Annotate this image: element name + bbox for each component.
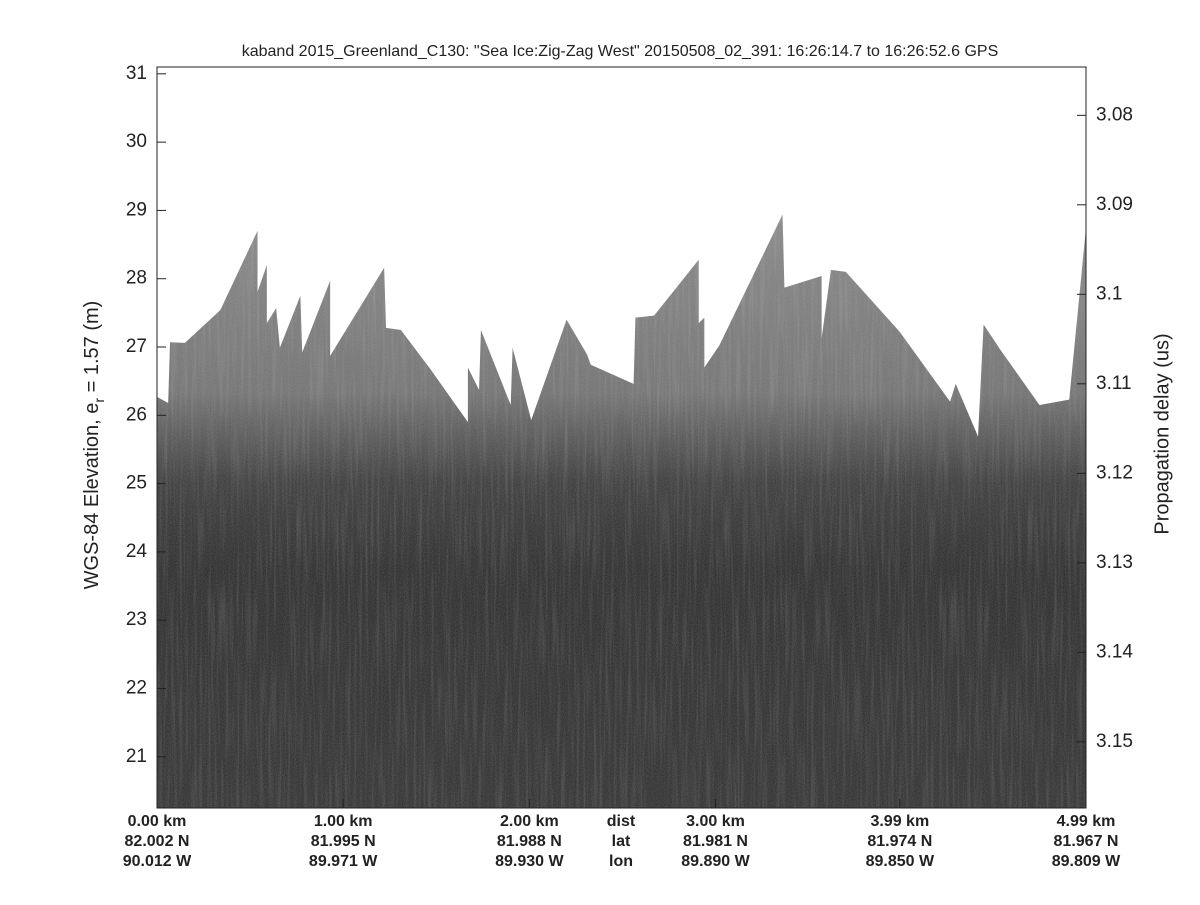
y-tick-label: 28	[126, 268, 147, 289]
lon-label: 89.890 W	[681, 853, 750, 870]
y2-tick-label: 3.15	[1096, 731, 1133, 752]
plot-frame	[156, 66, 1087, 809]
y-tick-label: 27	[126, 336, 147, 357]
lon-label: 89.971 W	[309, 853, 378, 870]
y-tick-label: 25	[126, 473, 147, 494]
row-label: dist	[607, 813, 636, 830]
y-tick-label: 24	[126, 541, 148, 562]
lat-label: 81.981 N	[683, 833, 748, 850]
y2-axis-label: Propagation delay (us)	[1151, 333, 1173, 534]
y2-tick-label: 3.09	[1096, 194, 1133, 215]
lon-label: 89.809 W	[1052, 853, 1121, 870]
y-tick-label: 21	[126, 746, 147, 767]
row-label: lon	[609, 853, 633, 870]
y-label-subscript: r	[91, 398, 107, 403]
y-label-main: WGS-84 Elevation, e	[81, 403, 103, 590]
lat-label: 81.995 N	[311, 833, 376, 850]
lat-label: 81.974 N	[867, 833, 932, 850]
lat-label: 81.967 N	[1054, 833, 1119, 850]
y-tick-label: 30	[126, 131, 147, 152]
lat-label: 81.988 N	[497, 833, 562, 850]
lon-label: 89.850 W	[866, 853, 935, 870]
y-tick-label: 26	[126, 404, 147, 425]
x-tick-label: 2.00 km	[500, 813, 559, 830]
y2-tick-label: 3.14	[1096, 641, 1133, 662]
y2-tick-label: 3.11	[1096, 373, 1132, 394]
x-tick-label: 3.00 km	[686, 813, 745, 830]
echo-grain	[157, 214, 1086, 808]
y-tick-label: 23	[126, 609, 147, 630]
y2-tick-label: 3.1	[1096, 283, 1122, 304]
x-tick-label: 4.99 km	[1057, 813, 1116, 830]
plot-area	[157, 214, 1086, 808]
row-label: lat	[612, 833, 631, 850]
y-tick-label: 29	[126, 199, 147, 220]
y-tick-label: 22	[126, 677, 147, 698]
y2-tick-label: 3.12	[1096, 462, 1133, 483]
y2-tick-label: 3.08	[1096, 104, 1133, 125]
y-axis-label: WGS-84 Elevation, er = 1.57 (m)	[81, 301, 106, 590]
x-tick-label: 1.00 km	[314, 813, 373, 830]
y-tick-label: 31	[126, 63, 147, 84]
lat-label: 82.002 N	[125, 833, 190, 850]
y-label-suffix: = 1.57 (m)	[81, 301, 103, 398]
x-tick-label: 0.00 km	[128, 813, 187, 830]
lon-label: 89.930 W	[495, 853, 564, 870]
chart-title: kaband 2015_Greenland_C130: "Sea Ice:Zig…	[242, 43, 999, 60]
lon-label: 90.012 W	[123, 853, 192, 870]
y2-tick-label: 3.13	[1096, 552, 1133, 573]
x-tick-label: 3.99 km	[870, 813, 929, 830]
